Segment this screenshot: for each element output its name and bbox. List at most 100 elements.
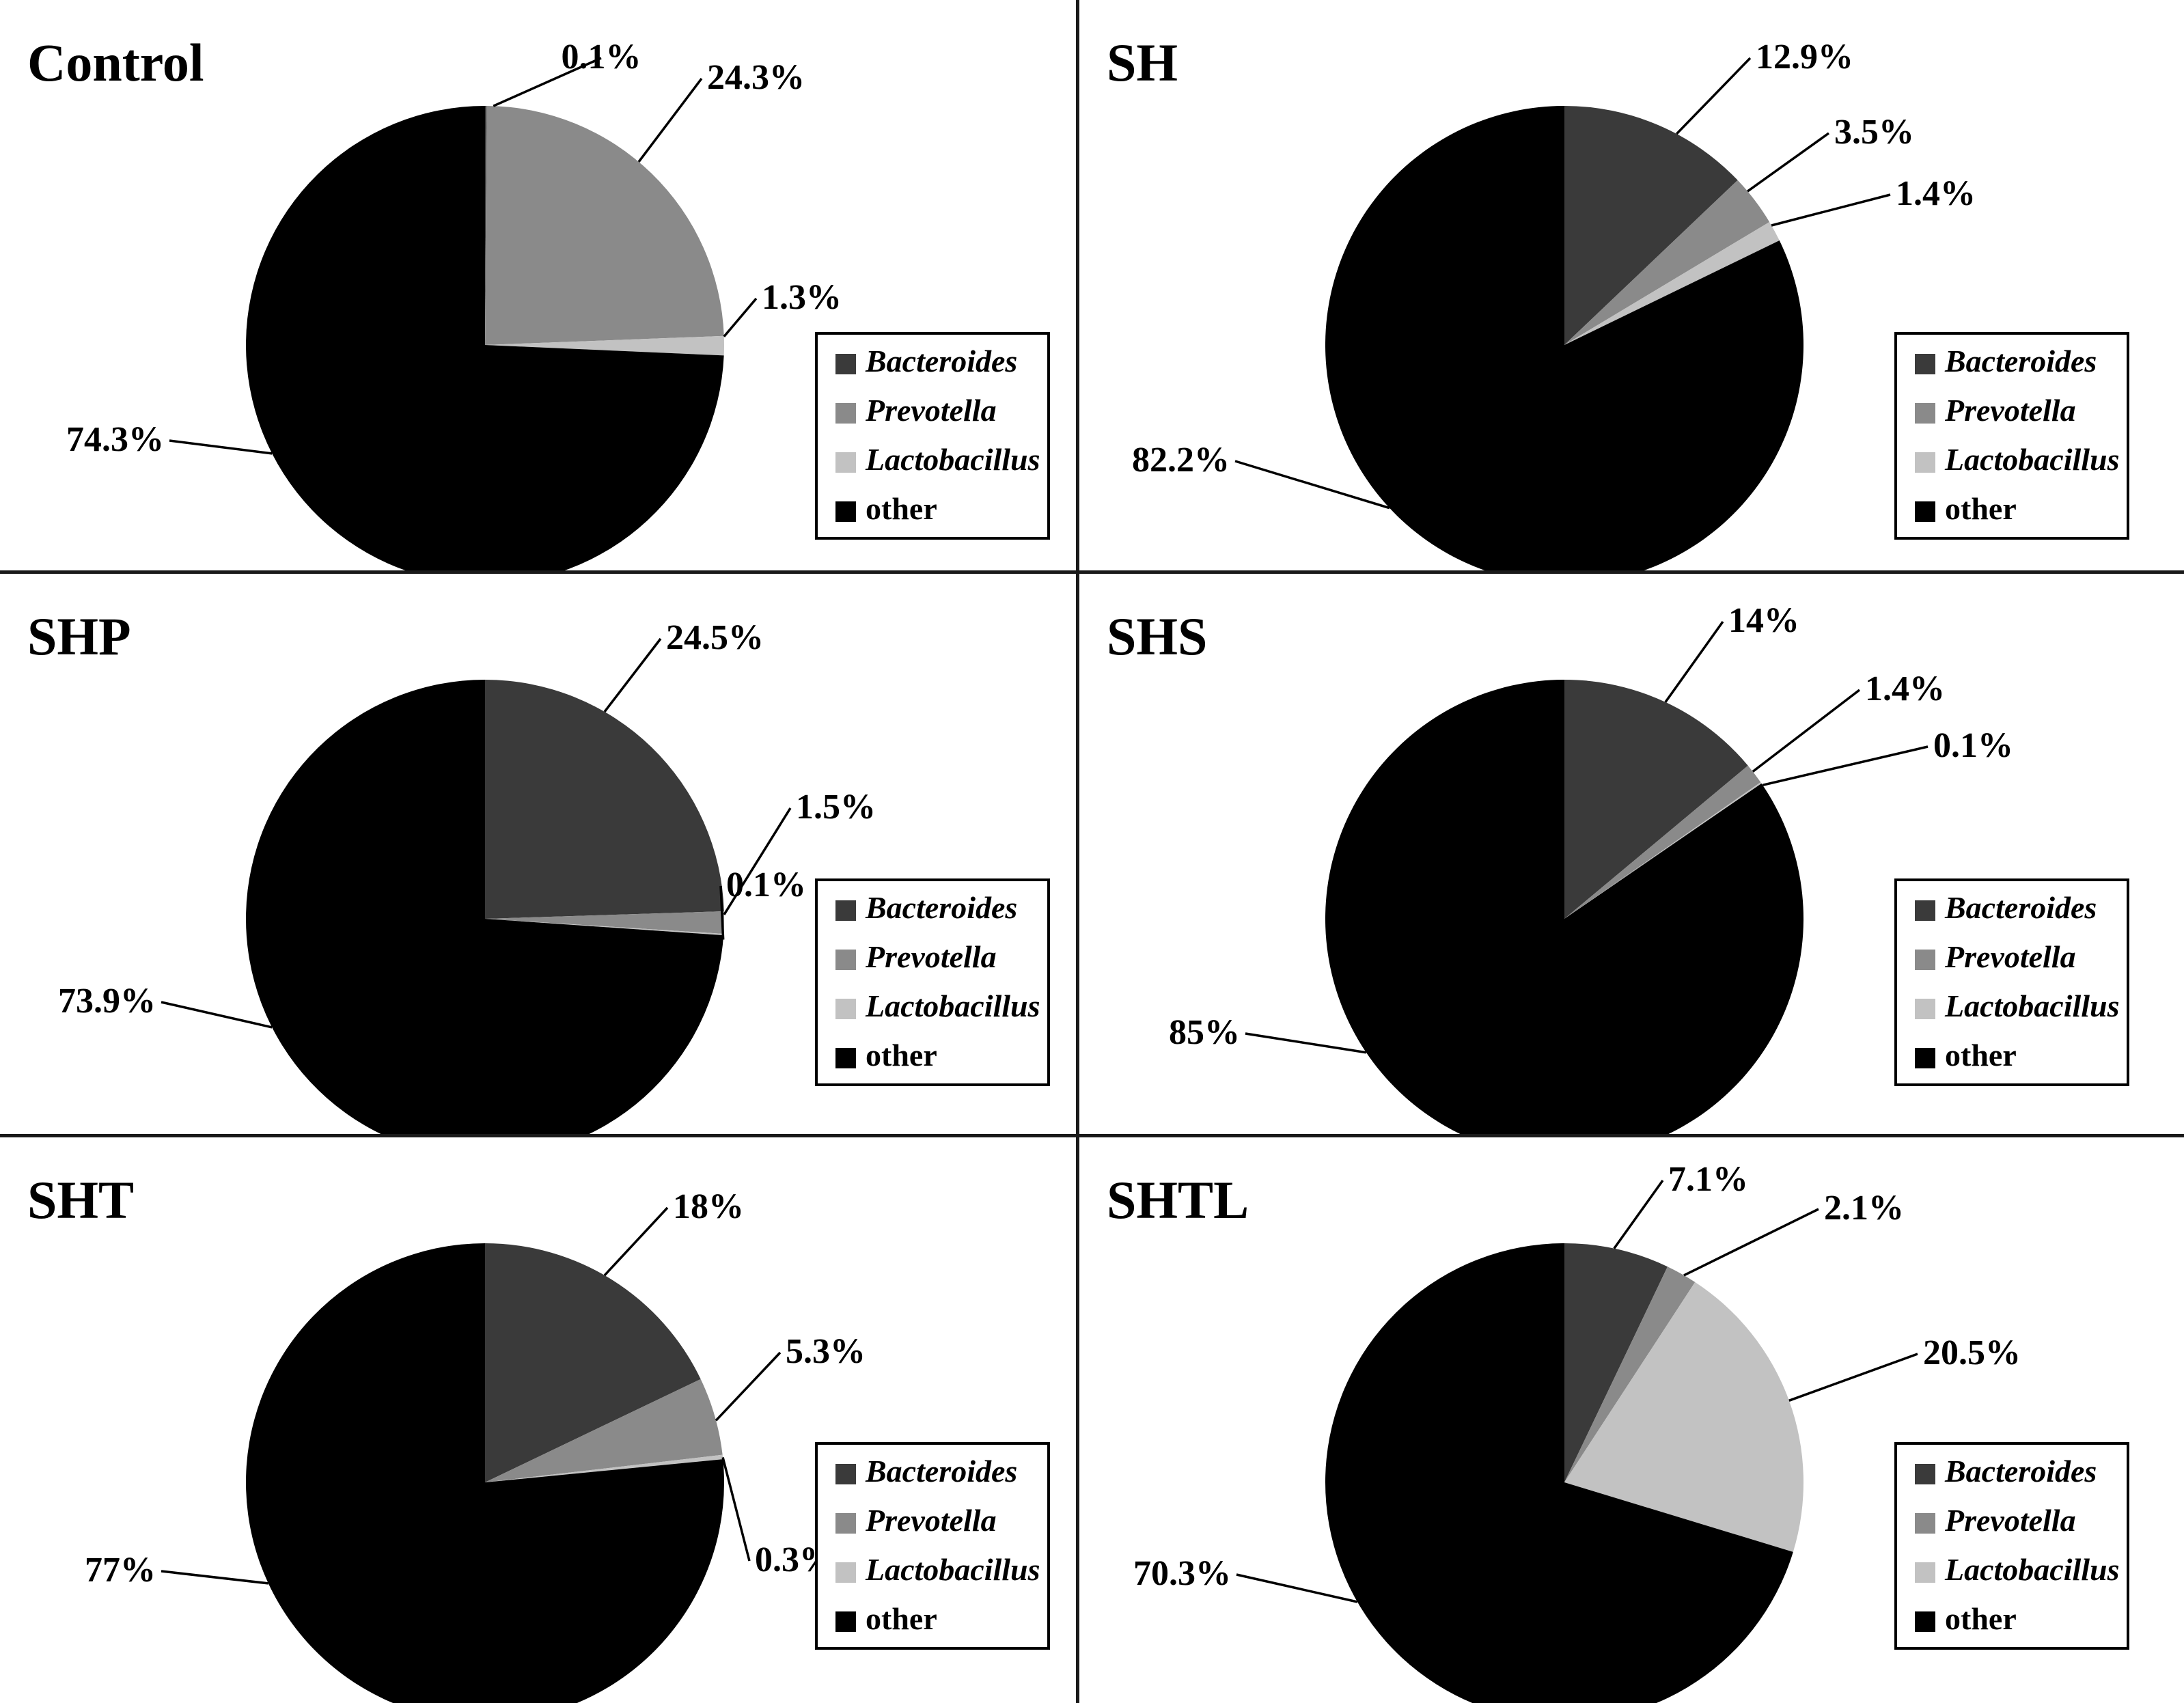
legend-swatch-prevotella xyxy=(1915,403,1935,424)
legend-swatch-lactobacillus xyxy=(835,999,856,1019)
panel-shp: SHP 24.5% 1.5% 0.1% 73.9% Bacteroides Prevotel… xyxy=(0,574,1076,1134)
legend-swatch-bacteroides xyxy=(1915,1464,1935,1484)
leader-line-prevotella xyxy=(1683,1208,1819,1277)
legend-label-lactobacillus: Lactobacillus xyxy=(1944,988,2120,1023)
pie-slice-prevotella xyxy=(1564,180,1770,345)
panel-control: Control 0.1% 24.3% 1.3% 74.3% Bacteroides Prev… xyxy=(0,0,1076,570)
legend-label-bacteroides: Bacteroides xyxy=(1944,344,2097,378)
leader-line-other xyxy=(161,1001,273,1029)
percent-label-bacteroides: 24.5% xyxy=(666,618,764,657)
pie-slice-other xyxy=(246,106,724,570)
percent-label-other: 77% xyxy=(85,1551,156,1590)
legend-swatch-lactobacillus xyxy=(1915,999,1935,1019)
legend-label-prevotella: Prevotella xyxy=(1944,393,2076,428)
leader-line-other xyxy=(161,1570,268,1585)
legend-label-prevotella: Prevotella xyxy=(1944,939,2076,974)
leader-line-bacteroides xyxy=(1613,1179,1664,1249)
percent-label-other: 82.2% xyxy=(1132,441,1230,480)
pie-slice-other xyxy=(1325,680,1803,1134)
pie-slice-lactobacillus xyxy=(1564,1282,1803,1552)
percent-label-lactobacillus: 20.5% xyxy=(1923,1333,2021,1372)
panel-title: SHP xyxy=(27,607,131,666)
legend-swatch-other xyxy=(835,501,856,522)
legend-swatch-other xyxy=(835,1611,856,1632)
panel-title: SHT xyxy=(27,1170,134,1230)
pie-slice-prevotella xyxy=(485,106,724,346)
panel-title: SHS xyxy=(1107,607,1207,666)
leader-line-lactobacillus xyxy=(1771,193,1891,227)
percent-label-other: 74.3% xyxy=(66,420,164,459)
pie-slice-bacteroides xyxy=(485,106,487,345)
legend-swatch-bacteroides xyxy=(835,900,856,921)
legend: Bacteroides Prevotella Lactobacillus other xyxy=(815,878,1050,1086)
legend-label-prevotella: Prevotella xyxy=(865,1503,997,1538)
percent-label-lactobacillus: 0.1% xyxy=(726,866,806,904)
legend-swatch-prevotella xyxy=(1915,950,1935,970)
percent-label-lactobacillus: 1.4% xyxy=(1896,174,1976,213)
pie-slice-lactobacillus xyxy=(1564,782,1762,919)
legend-swatch-other xyxy=(1915,1048,1935,1068)
legend-swatch-other xyxy=(1915,1611,1935,1632)
legend-swatch-prevotella xyxy=(835,403,856,424)
pie-slice-bacteroides xyxy=(1564,1243,1668,1482)
vertical-divider xyxy=(1076,0,1079,1703)
legend: Bacteroides Prevotella Lactobacillus other xyxy=(1894,878,2129,1086)
leader-line-other xyxy=(169,439,273,455)
panel-title: Control xyxy=(27,33,204,92)
leader-line-lactobacillus xyxy=(1788,1353,1918,1402)
percent-label-bacteroides: 18% xyxy=(673,1187,744,1226)
percent-label-prevotella: 5.3% xyxy=(786,1332,866,1371)
legend-label-lactobacillus: Lactobacillus xyxy=(1944,1552,2120,1587)
panel-shs: SHS 14% 1.4% 0.1% 85% Bacteroides Prevotella La… xyxy=(1079,574,2184,1134)
leader-line-other xyxy=(1245,1032,1367,1054)
leader-line-bacteroides xyxy=(493,57,602,107)
pie-slice-prevotella xyxy=(485,911,724,934)
legend-swatch-prevotella xyxy=(835,1513,856,1534)
legend: Bacteroides Prevotella Lactobacillus other xyxy=(815,1442,1050,1650)
legend-swatch-bacteroides xyxy=(835,354,856,374)
legend-label-other: other xyxy=(866,491,937,526)
leader-line-lactobacillus xyxy=(1762,745,1929,786)
percent-label-prevotella: 24.3% xyxy=(707,58,805,97)
legend-swatch-bacteroides xyxy=(1915,900,1935,921)
pie-slice-prevotella xyxy=(485,1379,723,1482)
horizontal-divider-2 xyxy=(0,1134,2184,1137)
legend-label-bacteroides: Bacteroides xyxy=(1944,890,2097,925)
leader-line-lactobacillus xyxy=(721,1456,751,1562)
percent-label-lactobacillus: 1.3% xyxy=(762,278,842,317)
pie-slice-lactobacillus xyxy=(485,1454,723,1482)
panel-title: SH xyxy=(1107,33,1178,92)
legend-label-lactobacillus: Lactobacillus xyxy=(865,1552,1040,1587)
legend-swatch-other xyxy=(835,1048,856,1068)
legend-label-other: other xyxy=(1945,1601,2017,1636)
legend-swatch-lactobacillus xyxy=(835,452,856,473)
leader-line-lactobacillus xyxy=(723,297,758,337)
pie-slice-bacteroides xyxy=(1564,680,1748,919)
pie-slice-other xyxy=(1325,1243,1793,1703)
legend-swatch-other xyxy=(1915,501,1935,522)
leader-line-other xyxy=(1236,1573,1358,1603)
percent-label-prevotella: 3.5% xyxy=(1834,113,1914,152)
legend-label-prevotella: Prevotella xyxy=(865,393,997,428)
legend-label-other: other xyxy=(1945,491,2017,526)
percent-label-bacteroides: 12.9% xyxy=(1756,38,1853,77)
legend-swatch-lactobacillus xyxy=(1915,452,1935,473)
pie-slice-other xyxy=(1325,106,1803,570)
panel-sht: SHT 18% 5.3% 0.3% 77% Bacteroides Prevotella La… xyxy=(0,1137,1076,1703)
legend: Bacteroides Prevotella Lactobacillus other xyxy=(1894,332,2129,540)
legend-swatch-bacteroides xyxy=(1915,354,1935,374)
leader-line-prevotella xyxy=(715,1351,782,1422)
percent-label-bacteroides: 14% xyxy=(1728,601,1799,640)
panel-shtl: SHTL 7.1% 2.1% 20.5% 70.3% Bacteroides Prevote… xyxy=(1079,1137,2184,1703)
pie-slice-prevotella xyxy=(1564,1266,1696,1482)
percent-label-lactobacillus: 0.1% xyxy=(1933,726,2013,765)
legend-label-prevotella: Prevotella xyxy=(1944,1503,2076,1538)
pie-slice-bacteroides xyxy=(485,1243,701,1482)
legend-label-other: other xyxy=(866,1038,937,1072)
percent-label-other: 70.3% xyxy=(1133,1554,1231,1593)
percent-label-prevotella: 1.5% xyxy=(796,788,876,827)
legend-swatch-bacteroides xyxy=(835,1464,856,1484)
percent-label-other: 73.9% xyxy=(58,982,156,1021)
legend-swatch-prevotella xyxy=(1915,1513,1935,1534)
